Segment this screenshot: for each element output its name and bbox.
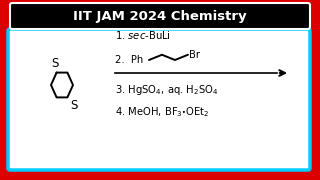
FancyBboxPatch shape xyxy=(8,29,310,170)
Text: 2.  Ph: 2. Ph xyxy=(115,55,143,65)
Text: 3. HgSO$_4$, aq. H$_2$SO$_4$: 3. HgSO$_4$, aq. H$_2$SO$_4$ xyxy=(115,83,219,97)
Text: 1. $\mathit{sec}$-BuLi: 1. $\mathit{sec}$-BuLi xyxy=(115,29,171,41)
Text: IIT JAM 2024 Chemistry: IIT JAM 2024 Chemistry xyxy=(73,10,247,22)
Text: S: S xyxy=(51,57,58,70)
Text: S: S xyxy=(70,99,78,112)
Text: Br: Br xyxy=(189,50,200,60)
FancyBboxPatch shape xyxy=(10,3,310,29)
Text: 4. MeOH, BF$_3$$\mathbf{\cdot}$OEt$_2$: 4. MeOH, BF$_3$$\mathbf{\cdot}$OEt$_2$ xyxy=(115,105,209,119)
